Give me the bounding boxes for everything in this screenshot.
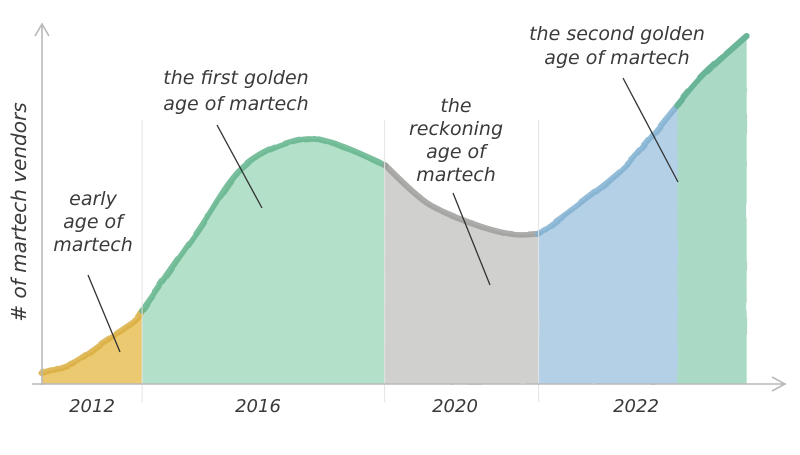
the-second-golden-age-of-martech-annotation: the second golden age of martech (529, 23, 705, 69)
the-first-golden-age-of-martech-edge (139, 135, 388, 314)
x-tick-label: 2016 (235, 396, 281, 417)
x-tick-label: 2012 (69, 396, 115, 417)
the-reckoning-age-of-martech-pointer-line (452, 192, 491, 286)
y-axis-arrow (34, 22, 50, 37)
early-age-of-martech-annotation: early age of martech (53, 188, 133, 256)
late-golden-overlay-edge (674, 33, 750, 109)
the-reckoning-age-of-martech-edge (381, 161, 542, 239)
early-age-of-martech-pointer-line (87, 274, 121, 353)
area-regions (42, 36, 747, 384)
the-first-golden-age-of-martech-annotation: the first golden age of martech (163, 67, 308, 115)
the-reckoning-age-of-martech-area (384, 164, 539, 384)
the-reckoning-age-of-martech-annotation: the reckoning age of martech (409, 95, 503, 186)
x-tick-label: 2020 (432, 396, 478, 417)
period-dividers (141, 120, 540, 402)
the-second-golden-age-of-martech-pointer-line (622, 77, 679, 183)
the-first-golden-age-of-martech-pointer-line (216, 124, 263, 209)
x-axis-arrow (771, 376, 787, 392)
x-tick-labels: 2012 2016 2020 2022 (69, 396, 659, 417)
early-age-of-martech-edge (39, 307, 146, 377)
y-axis-label: # of martech vendors (7, 102, 31, 321)
period-annotations: early age of martech the first golden age of… (53, 23, 705, 353)
x-tick-label: 2022 (613, 396, 659, 417)
axes (32, 22, 787, 392)
late-golden-overlay-area (677, 36, 747, 384)
the-first-golden-age-of-martech-area (142, 138, 385, 384)
